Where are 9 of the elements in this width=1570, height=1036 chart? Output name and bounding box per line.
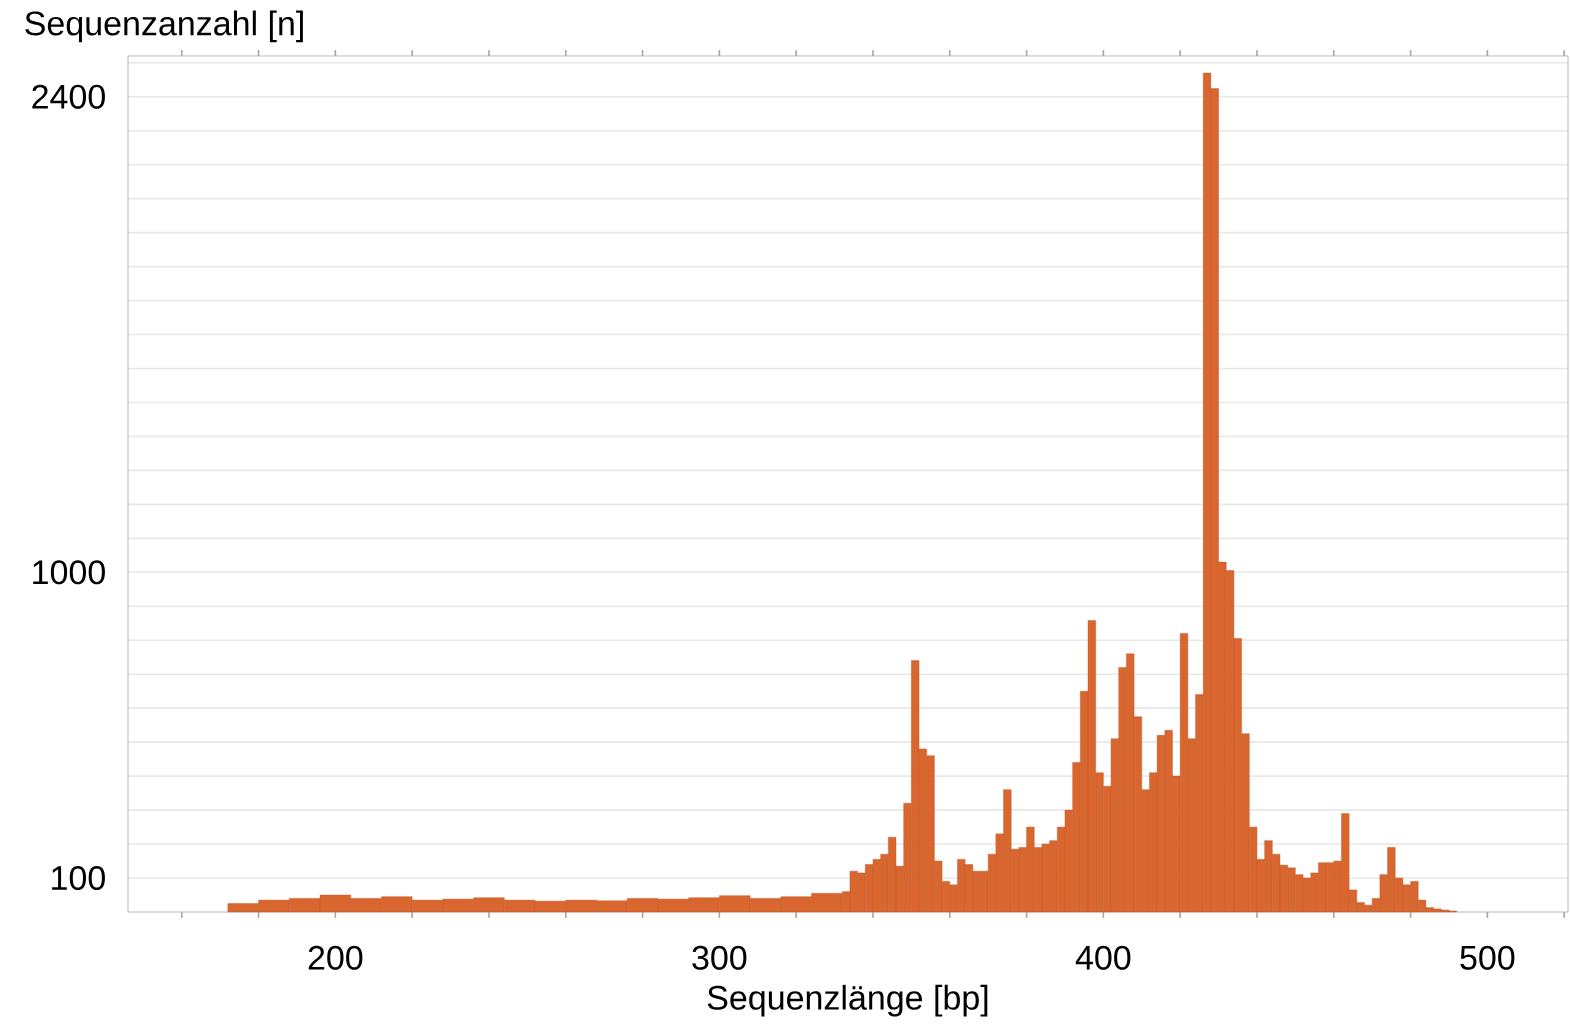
x-tick-label: 500	[1460, 945, 1515, 970]
y-axis-title: Sequenzanzahl [n]	[25, 10, 303, 43]
x-axis-title: Sequenzlänge [bp]	[707, 984, 988, 1017]
y-tick-label: 1000	[33, 560, 105, 585]
x-tick-label: 200	[308, 945, 363, 970]
y-tick-label: 100	[52, 865, 105, 891]
y-tick-label: 2400	[32, 84, 105, 109]
x-tick-label: 400	[1075, 945, 1131, 970]
x-tick-label: 300	[692, 945, 747, 970]
